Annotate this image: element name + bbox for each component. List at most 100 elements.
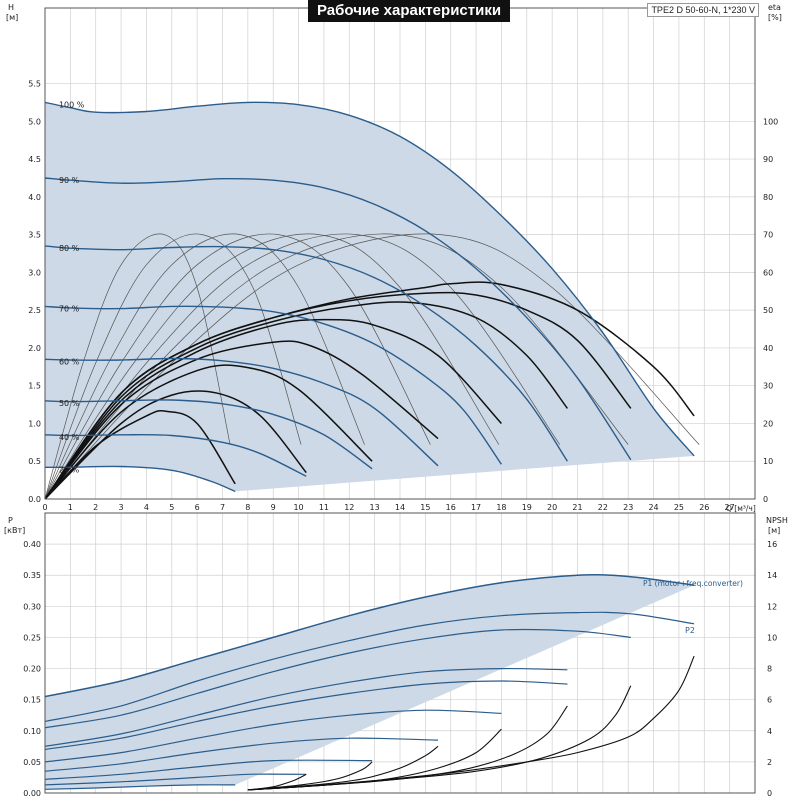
bottom-operating-band — [45, 574, 695, 790]
bottom-left-tick-label: 0.30 — [23, 602, 41, 611]
x-tick-label: 10 — [293, 503, 303, 512]
top-left-tick-label: 2.5 — [28, 306, 41, 315]
speed-label: 60 % — [59, 357, 80, 366]
speed-label: 90 % — [59, 176, 80, 185]
top-right-tick-label: 100 — [763, 117, 778, 126]
qh-curve — [44, 245, 568, 462]
bottom-right-tick-label: 6 — [767, 696, 772, 705]
iso-efficiency-curve — [44, 233, 431, 500]
x-tick-label: 22 — [598, 503, 608, 512]
power-curve — [44, 628, 631, 729]
qh-curve — [44, 305, 502, 465]
operating-range-band — [45, 102, 695, 790]
x-tick-label: 19 — [522, 503, 532, 512]
top-left-tick-label: 3.5 — [28, 231, 41, 240]
efficiency-curve — [44, 291, 632, 500]
top-right-tick-label: 60 — [763, 268, 773, 277]
x-tick-label: 5 — [169, 503, 174, 512]
top-right-tick-label: 10 — [763, 457, 773, 466]
bottom-left-tick-label: 0.20 — [23, 665, 41, 674]
bottom-right-tick-label: 12 — [767, 602, 777, 611]
qh-curve — [44, 357, 439, 467]
x-tick-label: 2 — [93, 503, 98, 512]
qh-curve — [44, 434, 307, 477]
top-left-axis-label: H — [8, 3, 14, 12]
npsh-curve — [247, 728, 502, 791]
iso-efficiency-curve — [44, 233, 365, 500]
x-tick-label: 11 — [319, 503, 329, 512]
bottom-right-tick-label: 14 — [767, 571, 777, 580]
npsh-curve — [247, 773, 307, 791]
bottom-left-tick-label: 0.00 — [23, 789, 41, 798]
qh-curve — [44, 465, 236, 493]
x-tick-label: 0 — [42, 503, 47, 512]
p2-curve-label: P2 — [685, 626, 695, 635]
x-tick-label: 17 — [471, 503, 481, 512]
bottom-left-tick-label: 0.05 — [23, 758, 41, 767]
x-tick-label: 12 — [344, 503, 354, 512]
speed-label: 70 % — [59, 304, 80, 313]
top-left-tick-label: 0.0 — [28, 495, 41, 504]
qh-curve — [44, 399, 373, 470]
npsh-curve — [247, 761, 373, 791]
bottom-left-tick-label: 0.40 — [23, 540, 41, 549]
x-tick-label: 7 — [220, 503, 225, 512]
power-curve — [44, 667, 568, 747]
bottom-left-tick-label: 0.25 — [23, 633, 41, 642]
x-tick-label: 16 — [446, 503, 456, 512]
efficiency-curve — [44, 340, 439, 500]
top-left-tick-label: 5.0 — [28, 117, 41, 126]
top-left-tick-label: 1.0 — [28, 419, 41, 428]
iso-efficiency-curve — [44, 233, 500, 500]
x-tick-label: 14 — [395, 503, 405, 512]
curve-layer — [44, 101, 700, 791]
efficiency-curve — [44, 301, 568, 500]
bottom-left-tick-label: 0.15 — [23, 696, 41, 705]
iso-efficiency-curve — [44, 233, 700, 500]
bottom-right-tick-label: 10 — [767, 633, 777, 642]
x-tick-label: 24 — [648, 503, 658, 512]
x-axis-label: Q [м³/ч] — [726, 504, 756, 513]
bottom-right-tick-label: 2 — [767, 758, 772, 767]
power-curve — [44, 784, 236, 790]
efficiency-curve — [44, 364, 373, 500]
top-right-tick-label: 50 — [763, 306, 773, 315]
label-layer: 0.00.51.01.52.02.53.03.54.04.55.05.50102… — [4, 3, 788, 798]
top-right-tick-label: 40 — [763, 344, 773, 353]
x-tick-label: 3 — [119, 503, 124, 512]
npsh-curve — [247, 745, 439, 791]
speed-label: 100 % — [59, 100, 85, 109]
top-left-tick-label: 1.5 — [28, 382, 41, 391]
bottom-right-tick-label: 4 — [767, 727, 772, 736]
top-right-tick-label: 70 — [763, 231, 773, 240]
x-tick-label: 4 — [144, 503, 149, 512]
bottom-right-tick-label: 16 — [767, 540, 777, 549]
top-right-tick-label: 0 — [763, 495, 768, 504]
speed-label: 40 % — [59, 433, 80, 442]
qh-curve — [44, 177, 632, 461]
speed-label: 29 % — [59, 465, 80, 474]
speed-label: 80 % — [59, 244, 80, 253]
bottom-right-tick-label: 8 — [767, 665, 772, 674]
top-right-tick-label: 90 — [763, 155, 773, 164]
p1-curve-label: P1 (motor+freq.converter) — [643, 579, 743, 588]
efficiency-curve — [44, 409, 236, 500]
top-right-tick-label: 20 — [763, 419, 773, 428]
x-tick-label: 15 — [420, 503, 430, 512]
pump-model-label: TPE2 D 50-60-N, 1*230 V — [647, 3, 759, 17]
top-left-axis-unit: [м] — [6, 13, 18, 22]
top-right-tick-label: 30 — [763, 382, 773, 391]
x-tick-label: 26 — [699, 503, 709, 512]
x-tick-label: 1 — [68, 503, 73, 512]
top-operating-band — [45, 102, 695, 492]
top-right-axis-label: eta — [768, 3, 781, 12]
top-left-tick-label: 3.0 — [28, 268, 41, 277]
power-curve — [44, 611, 695, 722]
x-tick-label: 20 — [547, 503, 557, 512]
bottom-right-axis-unit: [м] — [768, 526, 780, 535]
x-tick-label: 13 — [370, 503, 380, 512]
bottom-plot-frame — [44, 512, 756, 794]
top-left-tick-label: 2.0 — [28, 344, 41, 353]
x-tick-label: 25 — [674, 503, 684, 512]
